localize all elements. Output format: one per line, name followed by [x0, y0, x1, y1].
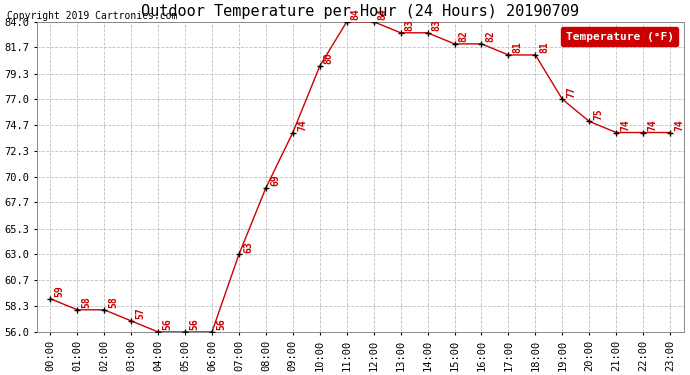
Text: 69: 69: [270, 174, 280, 186]
Text: 81: 81: [513, 42, 522, 53]
Text: 59: 59: [55, 285, 64, 297]
Text: Copyright 2019 Cartronics.com: Copyright 2019 Cartronics.com: [7, 11, 177, 21]
Text: 83: 83: [405, 20, 415, 31]
Text: 80: 80: [324, 53, 334, 64]
Text: 84: 84: [351, 8, 361, 20]
Text: 74: 74: [620, 119, 630, 131]
Text: 81: 81: [540, 42, 549, 53]
Text: 75: 75: [593, 108, 603, 120]
Text: 74: 74: [674, 119, 684, 131]
Text: 77: 77: [566, 86, 576, 98]
Text: 83: 83: [432, 20, 442, 31]
Text: 56: 56: [162, 318, 172, 330]
Text: 82: 82: [459, 30, 469, 42]
Text: 84: 84: [377, 8, 388, 20]
Text: 58: 58: [81, 296, 91, 308]
Text: 74: 74: [297, 119, 307, 131]
Text: 56: 56: [216, 318, 226, 330]
Text: 63: 63: [243, 241, 253, 253]
Text: 56: 56: [189, 318, 199, 330]
Legend: Temperature (°F): Temperature (°F): [561, 27, 678, 46]
Text: 74: 74: [647, 119, 658, 131]
Text: 58: 58: [108, 296, 118, 308]
Text: 57: 57: [135, 308, 145, 319]
Text: 82: 82: [486, 30, 495, 42]
Title: Outdoor Temperature per Hour (24 Hours) 20190709: Outdoor Temperature per Hour (24 Hours) …: [141, 4, 579, 19]
